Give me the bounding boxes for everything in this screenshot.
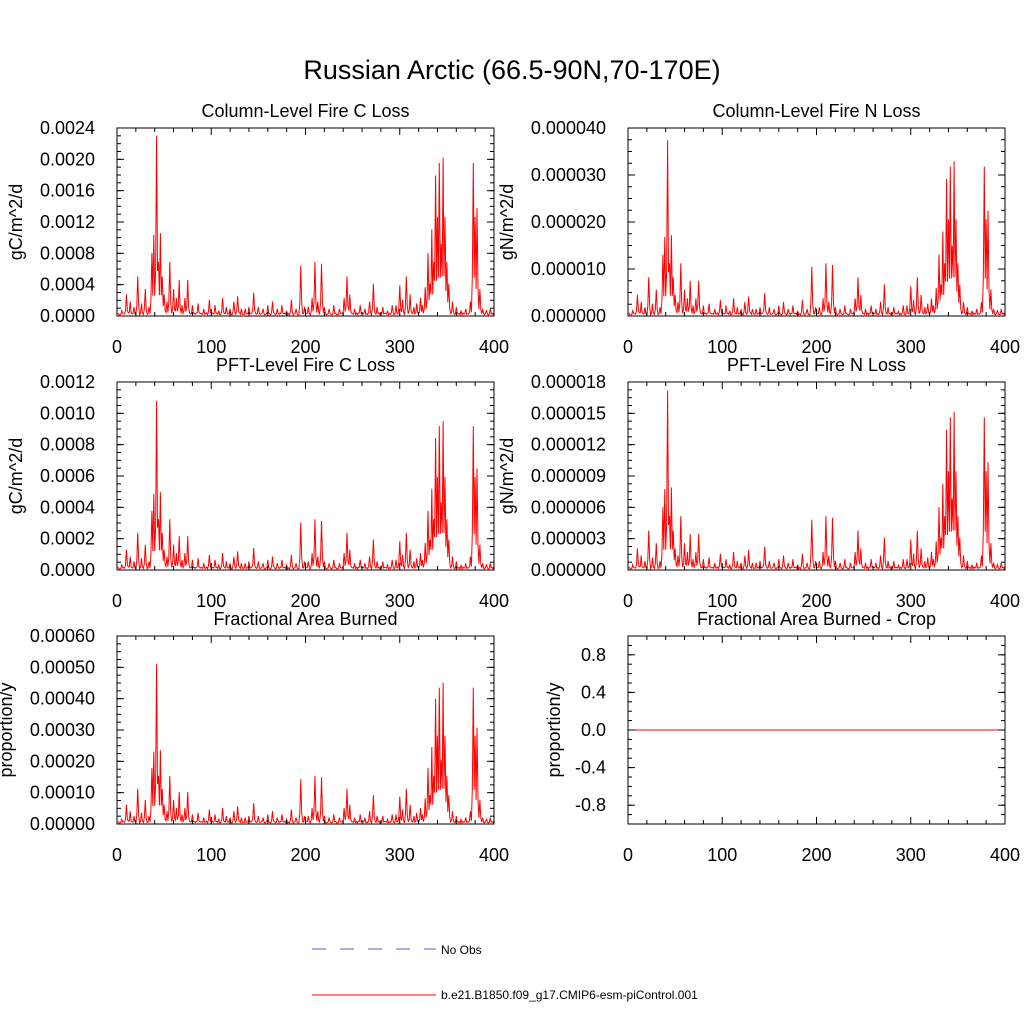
pft-level-fire-c-loss-xtick-label: 200 xyxy=(290,591,320,611)
column-level-fire-n-loss-ytick-label: 0.000030 xyxy=(531,165,606,185)
pft-level-fire-n-loss-ytick-label: 0.000003 xyxy=(531,529,606,549)
column-level-fire-c-loss-series-line xyxy=(117,135,495,317)
column-level-fire-c-loss-ytick-label: 0.0000 xyxy=(40,306,95,326)
fractional-area-burned-crop-ytick-label: -0.8 xyxy=(575,795,606,815)
column-level-fire-n-loss-xtick-label: 200 xyxy=(801,337,831,357)
fractional-area-burned-title: Fractional Area Burned xyxy=(213,609,397,629)
column-level-fire-c-loss-xtick-label: 400 xyxy=(479,337,509,357)
panel-column-level-fire-c-loss: Column-Level Fire C Loss gC/m^2/d 0 100 200 3… xyxy=(6,101,509,357)
pft-level-fire-c-loss-ytick-label: 0.0006 xyxy=(40,466,95,486)
pft-level-fire-n-loss-xtick-label: 300 xyxy=(896,591,926,611)
pft-level-fire-c-loss-ytick-label: 0.0012 xyxy=(40,372,95,392)
panel-pft-level-fire-n-loss: PFT-Level Fire N Loss gN/m^2/d 0 100 200 300 4… xyxy=(497,355,1020,611)
column-level-fire-n-loss-xtick-label: 300 xyxy=(896,337,926,357)
fractional-area-burned-ytick-label: 0.00060 xyxy=(30,626,95,646)
pft-level-fire-c-loss-title: PFT-Level Fire C Loss xyxy=(216,355,395,375)
fractional-area-burned-crop-ytick-label: -0.4 xyxy=(575,758,606,778)
fractional-area-burned-ylabel: proportion/y xyxy=(0,682,16,777)
column-level-fire-c-loss-xtick-label: 300 xyxy=(385,337,415,357)
panel-column-level-fire-n-loss: Column-Level Fire N Loss gN/m^2/d 0 100 200 3… xyxy=(497,101,1020,357)
pft-level-fire-n-loss-ytick-label: 0.000000 xyxy=(531,560,606,580)
column-level-fire-c-loss-ytick-label: 0.0004 xyxy=(40,275,95,295)
pft-level-fire-n-loss-xtick-label: 0 xyxy=(623,591,633,611)
fractional-area-burned-crop-ylabel: proportion/y xyxy=(544,682,564,777)
column-level-fire-c-loss-title: Column-Level Fire C Loss xyxy=(201,101,409,121)
fractional-area-burned-crop-ytick-label: 0.4 xyxy=(581,682,606,702)
column-level-fire-c-loss-xtick-label: 100 xyxy=(196,337,226,357)
column-level-fire-c-loss-ytick-label: 0.0008 xyxy=(40,243,95,263)
fractional-area-burned-crop-xtick-label: 0 xyxy=(623,845,633,865)
column-level-fire-n-loss-ylabel: gN/m^2/d xyxy=(497,184,517,260)
pft-level-fire-c-loss-xtick-label: 100 xyxy=(196,591,226,611)
fractional-area-burned-crop-title: Fractional Area Burned - Crop xyxy=(697,609,936,629)
panel-fractional-area-burned: Fractional Area Burned proportion/y 0 100 20… xyxy=(0,609,509,865)
pft-level-fire-n-loss-ytick-label: 0.000015 xyxy=(531,403,606,423)
pft-level-fire-n-loss-ytick-label: 0.000012 xyxy=(531,435,606,455)
fractional-area-burned-xtick-label: 300 xyxy=(385,845,415,865)
pft-level-fire-c-loss-ytick-label: 0.0004 xyxy=(40,497,95,517)
pft-level-fire-c-loss-ytick-label: 0.0002 xyxy=(40,529,95,549)
column-level-fire-n-loss-series-line xyxy=(628,140,1006,317)
column-level-fire-c-loss-ytick-label: 0.0016 xyxy=(40,181,95,201)
panel-pft-level-fire-c-loss: PFT-Level Fire C Loss gC/m^2/d 0 100 200 300 4… xyxy=(6,355,509,611)
pft-level-fire-c-loss-ytick-label: 0.0008 xyxy=(40,435,95,455)
fractional-area-burned-crop-xtick-label: 100 xyxy=(707,845,737,865)
pft-level-fire-c-loss-ylabel: gC/m^2/d xyxy=(6,438,26,514)
pft-level-fire-n-loss-xtick-label: 200 xyxy=(801,591,831,611)
fractional-area-burned-xtick-label: 200 xyxy=(290,845,320,865)
pft-level-fire-c-loss-ytick-label: 0.0010 xyxy=(40,403,95,423)
pft-level-fire-n-loss-xtick-label: 100 xyxy=(707,591,737,611)
legend-obs-label: No Obs xyxy=(441,943,482,957)
fractional-area-burned-crop-ytick-label: 0.0 xyxy=(581,720,606,740)
panel-fractional-area-burned-crop: Fractional Area Burned - Crop proportion/… xyxy=(544,609,1020,865)
column-level-fire-n-loss-title: Column-Level Fire N Loss xyxy=(712,101,920,121)
column-level-fire-n-loss-ytick-label: 0.000010 xyxy=(531,259,606,279)
column-level-fire-c-loss-ytick-label: 0.0020 xyxy=(40,149,95,169)
fractional-area-burned-crop-xtick-label: 400 xyxy=(990,845,1020,865)
column-level-fire-n-loss-ytick-label: 0.000020 xyxy=(531,212,606,232)
pft-level-fire-c-loss-frame xyxy=(116,381,495,571)
pft-level-fire-c-loss-xtick-label: 0 xyxy=(112,591,122,611)
fractional-area-burned-frame xyxy=(116,635,495,825)
fractional-area-burned-xtick-label: 100 xyxy=(196,845,226,865)
column-level-fire-n-loss-ytick-label: 0.000040 xyxy=(531,118,606,138)
pft-level-fire-n-loss-ytick-label: 0.000006 xyxy=(531,497,606,517)
pft-level-fire-c-loss-ytick-label: 0.0000 xyxy=(40,560,95,580)
pft-level-fire-c-loss-series-line xyxy=(117,400,495,571)
fractional-area-burned-crop-xtick-label: 300 xyxy=(896,845,926,865)
pft-level-fire-n-loss-ytick-label: 0.000018 xyxy=(531,372,606,392)
pft-level-fire-n-loss-ytick-label: 0.000009 xyxy=(531,466,606,486)
fractional-area-burned-ytick-label: 0.00050 xyxy=(30,657,95,677)
pft-level-fire-c-loss-xtick-label: 300 xyxy=(385,591,415,611)
fractional-area-burned-ytick-label: 0.00030 xyxy=(30,720,95,740)
panels-group: Column-Level Fire C Loss gC/m^2/d 0 100 200 3… xyxy=(0,101,1020,865)
column-level-fire-c-loss-ylabel: gC/m^2/d xyxy=(6,184,26,260)
fractional-area-burned-ytick-label: 0.00010 xyxy=(30,783,95,803)
pft-level-fire-n-loss-ylabel: gN/m^2/d xyxy=(497,438,517,514)
fractional-area-burned-ytick-label: 0.00000 xyxy=(30,814,95,834)
figure-title: Russian Arctic (66.5-90N,70-170E) xyxy=(303,55,720,85)
column-level-fire-c-loss-ytick-label: 0.0012 xyxy=(40,212,95,232)
legend: No Obs b.e21.B1850.f09_g17.CMIP6-esm-piC… xyxy=(312,943,698,1002)
fractional-area-burned-ytick-label: 0.00040 xyxy=(30,689,95,709)
pft-level-fire-n-loss-xtick-label: 400 xyxy=(990,591,1020,611)
fractional-area-burned-ytick-label: 0.00020 xyxy=(30,751,95,771)
column-level-fire-n-loss-xtick-label: 0 xyxy=(623,337,633,357)
legend-model-label: b.e21.B1850.f09_g17.CMIP6-esm-piControl.… xyxy=(441,988,698,1002)
column-level-fire-c-loss-xtick-label: 0 xyxy=(112,337,122,357)
fractional-area-burned-xtick-label: 0 xyxy=(112,845,122,865)
pft-level-fire-n-loss-series-line xyxy=(628,390,1006,571)
pft-level-fire-n-loss-title: PFT-Level Fire N Loss xyxy=(727,355,906,375)
column-level-fire-n-loss-xtick-label: 400 xyxy=(990,337,1020,357)
fractional-area-burned-series-line xyxy=(117,663,495,825)
pft-level-fire-c-loss-xtick-label: 400 xyxy=(479,591,509,611)
fractional-area-burned-crop-xtick-label: 200 xyxy=(801,845,831,865)
column-level-fire-c-loss-ytick-label: 0.0024 xyxy=(40,118,95,138)
column-level-fire-c-loss-xtick-label: 200 xyxy=(290,337,320,357)
column-level-fire-n-loss-ytick-label: 0.000000 xyxy=(531,306,606,326)
fractional-area-burned-xtick-label: 400 xyxy=(479,845,509,865)
fractional-area-burned-crop-ytick-label: 0.8 xyxy=(581,645,606,665)
column-level-fire-n-loss-xtick-label: 100 xyxy=(707,337,737,357)
